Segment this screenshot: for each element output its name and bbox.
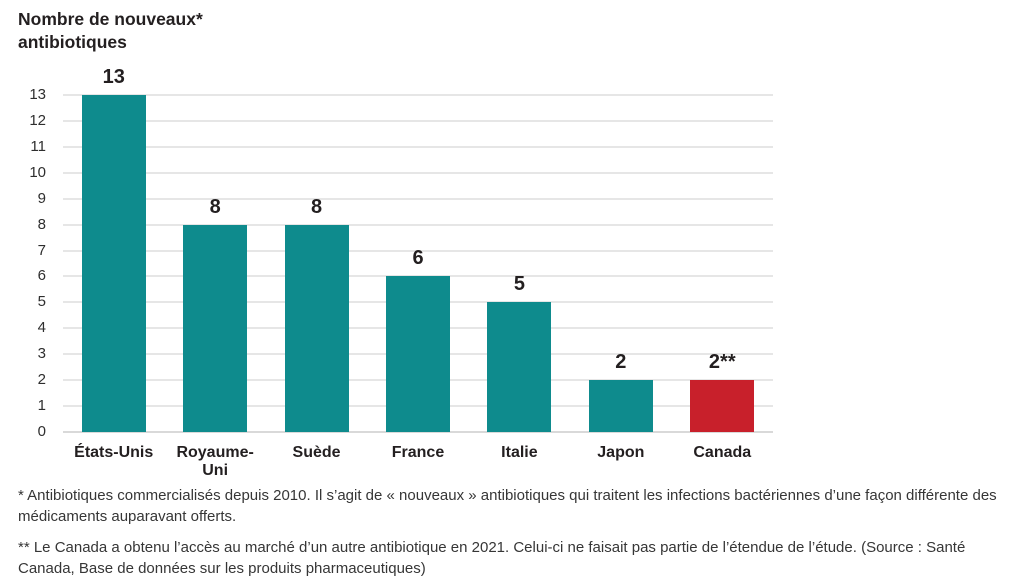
category-label-Japon: Japon [597,444,645,461]
y-tick-label-11: 11 [30,137,46,155]
y-tick-label-12: 12 [29,111,46,129]
gridline-y-10 [63,171,773,174]
bar-value-label-États-Unis: 13 [102,66,125,88]
gridline-y-9 [63,197,773,200]
gridline-y-7 [63,249,773,252]
bar-value-label-Canada: 2** [708,351,736,374]
bar-Italie [487,302,552,432]
y-tick-label-1: 1 [37,397,46,415]
chart-title-line-1: Nombre de nouveaux* [18,9,203,29]
y-tick-label-13: 13 [29,86,46,103]
bar-Royaume-Uni [183,224,248,432]
category-label-Italie: Italie [501,444,538,461]
gridline-y-13 [63,94,773,96]
y-tick-label-7: 7 [37,241,46,259]
gridline-y-12 [63,119,773,122]
chart-title-line-2: antibiotiques [18,32,127,52]
plot-area: 13 États-Unis 8 Royaume-Uni 8 Suède 6 France 5 It… [63,66,773,479]
y-tick-label-9: 9 [37,189,46,207]
bar-value-label-Royaume-Uni: 8 [209,195,221,218]
y-tick-label-5: 5 [37,293,46,311]
footnote-2: ** Le Canada a obtenu l’accès au marché … [18,539,966,577]
bar-États-Unis [81,95,146,432]
bar-value-label-Japon: 2 [615,351,627,374]
bar-Suède [284,224,349,432]
category-label-France: France [391,444,445,461]
gridline-y-11 [63,145,773,148]
bar-value-label-Italie: 5 [513,273,525,296]
category-label-Suède: Suède [292,444,341,461]
category-label-Canada: Canada [693,444,752,461]
gridline-y-8 [63,223,773,226]
chart-title: Nombre de nouveaux* antibiotiques [18,8,203,54]
bar-value-label-Suède: 8 [311,195,323,218]
y-tick-label-4: 4 [37,319,46,337]
bar-value-label-France: 6 [412,247,424,270]
y-tick-label-6: 6 [37,267,46,285]
category-label-Royaume-Uni: Royaume-Uni [176,444,254,479]
bar-Canada [690,380,755,432]
y-tick-label-0: 0 [37,423,46,440]
gridline-y-0 [63,431,773,433]
category-label-États-Unis: États-Unis [74,444,154,461]
y-tick-label-2: 2 [37,371,46,389]
y-tick-label-3: 3 [37,345,46,363]
bar-Japon [588,380,653,432]
bar-France [386,276,450,432]
y-tick-label-8: 8 [37,215,46,233]
footnote-1: * Antibiotiques commercialisés depuis 20… [18,487,997,525]
y-tick-label-10: 10 [29,163,46,181]
